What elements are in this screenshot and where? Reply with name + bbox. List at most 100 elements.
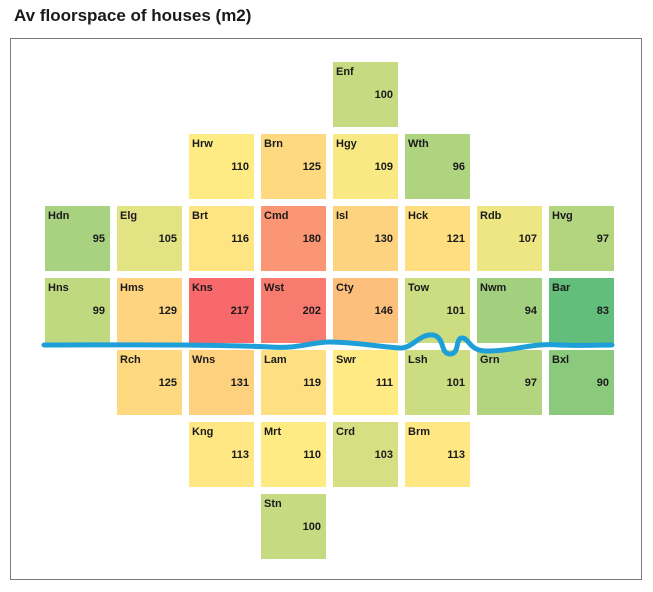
tile-value-label: 107 xyxy=(518,233,537,245)
tile-value-label: 125 xyxy=(158,377,177,389)
tile-value-label: 100 xyxy=(302,521,321,533)
tile-hrw: Hrw 110 xyxy=(189,134,254,199)
tile-grn: Grn 97 xyxy=(477,350,542,415)
tile-code-label: Mrt xyxy=(264,426,282,438)
tile-value-label: 110 xyxy=(231,161,249,173)
tile-value-label: 94 xyxy=(524,305,537,317)
tile-code-label: Kns xyxy=(192,282,213,294)
tile-value-label: 105 xyxy=(158,233,177,245)
tile-value-label: 202 xyxy=(302,305,321,317)
tile-value-label: 95 xyxy=(92,233,105,245)
tile-value-label: 110 xyxy=(303,449,321,461)
tile-code-label: Elg xyxy=(120,210,138,222)
tile-code-label: Bar xyxy=(552,282,571,294)
tile-nwm: Nwm 94 xyxy=(477,278,542,343)
tile-swr: Swr 111 xyxy=(333,350,398,415)
tile-value-label: 113 xyxy=(231,449,249,461)
tile-value-label: 101 xyxy=(446,377,465,389)
tile-code-label: Rdb xyxy=(480,210,502,222)
tile-code-label: Wns xyxy=(192,354,216,366)
tile-elg: Elg 105 xyxy=(117,206,182,271)
tile-wst: Wst 202 xyxy=(261,278,326,343)
tile-value-label: 116 xyxy=(231,233,249,245)
tile-kng: Kng 113 xyxy=(189,422,254,487)
tile-wns: Wns 131 xyxy=(189,350,254,415)
tile-value-label: 130 xyxy=(374,233,393,245)
tile-value-label: 129 xyxy=(158,305,177,317)
tile-bar: Bar 83 xyxy=(549,278,614,343)
tile-value-label: 99 xyxy=(92,305,105,317)
tile-code-label: Hms xyxy=(120,282,144,294)
tile-value-label: 121 xyxy=(446,233,465,245)
tile-code-label: Wst xyxy=(264,282,285,294)
tile-code-label: Hdn xyxy=(48,210,70,222)
tile-enf: Enf 100 xyxy=(333,62,398,127)
tile-cty: Cty 146 xyxy=(333,278,398,343)
tile-lsh: Lsh 101 xyxy=(405,350,470,415)
tile-lam: Lam 119 xyxy=(261,350,326,415)
tile-code-label: Brn xyxy=(264,138,283,150)
tile-brm: Brm 113 xyxy=(405,422,470,487)
tile-code-label: Lam xyxy=(264,354,287,366)
tile-value-label: 103 xyxy=(374,449,393,461)
tile-hgy: Hgy 109 xyxy=(333,134,398,199)
tile-wth: Wth 96 xyxy=(405,134,470,199)
tile-value-label: 131 xyxy=(230,377,249,389)
tile-hms: Hms 129 xyxy=(117,278,182,343)
tile-value-label: 125 xyxy=(302,161,321,173)
tile-hdn: Hdn 95 xyxy=(45,206,110,271)
tile-code-label: Kng xyxy=(192,426,214,438)
tile-code-label: Tow xyxy=(408,282,430,294)
tile-stn: Stn 100 xyxy=(261,494,326,559)
tile-code-label: Hrw xyxy=(192,138,213,150)
tile-value-label: 90 xyxy=(596,377,609,389)
tile-code-label: Hgy xyxy=(336,138,357,150)
tile-bxl: Bxl 90 xyxy=(549,350,614,415)
tile-code-label: Grn xyxy=(480,354,500,366)
tile-code-label: Crd xyxy=(336,426,355,438)
tile-code-label: Hvg xyxy=(552,210,573,222)
tile-cmd: Cmd 180 xyxy=(261,206,326,271)
tile-rch: Rch 125 xyxy=(117,350,182,415)
tile-hck: Hck 121 xyxy=(405,206,470,271)
tile-code-label: Rch xyxy=(120,354,141,366)
tile-code-label: Isl xyxy=(336,210,349,222)
tile-value-label: 100 xyxy=(374,89,393,101)
tile-code-label: Hck xyxy=(408,210,429,222)
tile-value-label: 96 xyxy=(452,161,465,173)
tile-value-label: 119 xyxy=(303,377,321,389)
tile-code-label: Hns xyxy=(48,282,69,294)
tile-value-label: 101 xyxy=(446,305,465,317)
tile-value-label: 113 xyxy=(447,449,465,461)
tile-code-label: Bxl xyxy=(552,354,570,366)
tile-code-label: Brt xyxy=(192,210,208,222)
tile-rdb: Rdb 107 xyxy=(477,206,542,271)
tile-hvg: Hvg 97 xyxy=(549,206,614,271)
tile-value-label: 97 xyxy=(596,233,609,245)
tile-value-label: 111 xyxy=(375,377,393,389)
tile-code-label: Stn xyxy=(264,498,282,510)
tile-brt: Brt 116 xyxy=(189,206,254,271)
tile-value-label: 109 xyxy=(374,161,393,173)
tile-code-label: Wth xyxy=(408,138,429,150)
tile-crd: Crd 103 xyxy=(333,422,398,487)
chart-title: Av floorspace of houses (m2) xyxy=(14,6,252,25)
tile-value-label: 217 xyxy=(230,305,249,317)
tile-value-label: 83 xyxy=(596,305,609,317)
tile-isl: Isl 130 xyxy=(333,206,398,271)
tile-mrt: Mrt 110 xyxy=(261,422,326,487)
tile-code-label: Nwm xyxy=(480,282,507,294)
tile-code-label: Lsh xyxy=(408,354,428,366)
tile-brn: Brn 125 xyxy=(261,134,326,199)
tile-value-label: 146 xyxy=(374,305,393,317)
tile-hns: Hns 99 xyxy=(45,278,110,343)
tile-code-label: Swr xyxy=(336,354,357,366)
tile-value-label: 97 xyxy=(524,377,537,389)
tile-code-label: Cty xyxy=(336,282,354,294)
tile-code-label: Enf xyxy=(336,66,354,78)
tile-value-label: 180 xyxy=(302,233,321,245)
tile-code-label: Brm xyxy=(408,426,431,438)
tile-kns: Kns 217 xyxy=(189,278,254,343)
tile-tow: Tow 101 xyxy=(405,278,470,343)
tile-code-label: Cmd xyxy=(264,210,289,222)
